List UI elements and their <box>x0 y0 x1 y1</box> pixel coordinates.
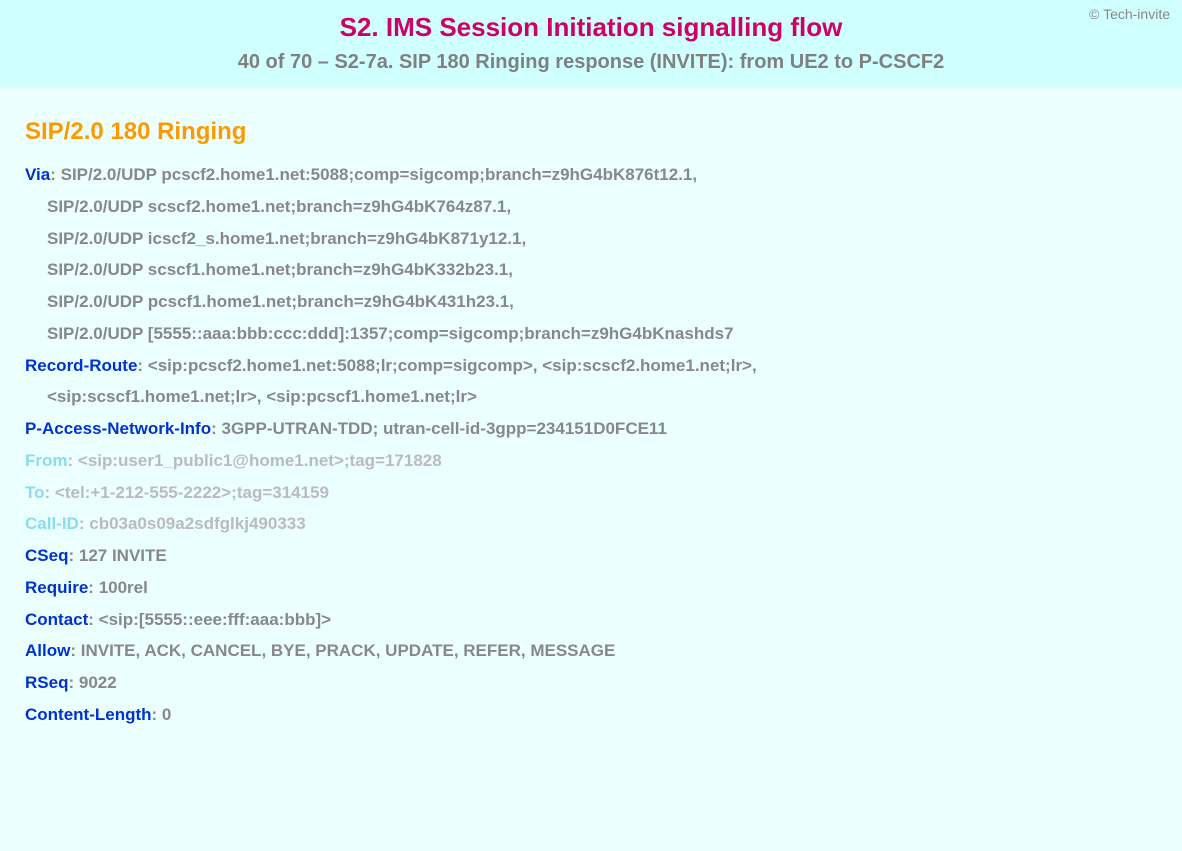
record-route-value-0: <sip:pcscf2.home1.net:5088;lr;comp=sigco… <box>148 356 757 375</box>
record-route-header-line: Record-Route: <sip:pcscf2.home1.net:5088… <box>25 351 1157 381</box>
cseq-header-name: CSeq <box>25 546 68 565</box>
record-route-continuation: <sip:scscf1.home1.net;lr>, <sip:pcscf1.h… <box>25 382 1157 412</box>
via-continuation: SIP/2.0/UDP pcscf1.home1.net;branch=z9hG… <box>25 287 1157 317</box>
via-value-5: SIP/2.0/UDP [5555::aaa:bbb:ccc:ddd]:1357… <box>47 324 734 343</box>
contact-header-line: Contact: <sip:[5555::eee:fff:aaa:bbb]> <box>25 605 1157 635</box>
allow-header-name: Allow <box>25 641 70 660</box>
copyright-text: © Tech-invite <box>1089 6 1170 22</box>
allow-header-line: Allow: INVITE, ACK, CANCEL, BYE, PRACK, … <box>25 636 1157 666</box>
via-value-0: SIP/2.0/UDP pcscf2.home1.net:5088;comp=s… <box>61 165 697 184</box>
via-continuation: SIP/2.0/UDP scscf2.home1.net;branch=z9hG… <box>25 192 1157 222</box>
contact-value: <sip:[5555::eee:fff:aaa:bbb]> <box>99 610 331 629</box>
via-header-name: Via <box>25 165 50 184</box>
to-header-line: To: <tel:+1-212-555-2222>;tag=314159 <box>25 478 1157 508</box>
call-id-header-name: Call-ID <box>25 514 79 533</box>
cseq-value: 127 INVITE <box>79 546 167 565</box>
call-id-value: cb03a0s09a2sdfglkj490333 <box>89 514 305 533</box>
title-main: S2. IMS Session Initiation signalling fl… <box>20 12 1162 43</box>
rseq-value: 9022 <box>79 673 117 692</box>
contact-header-name: Contact <box>25 610 88 629</box>
via-value-1: SIP/2.0/UDP scscf2.home1.net;branch=z9hG… <box>47 197 511 216</box>
via-header-line: Via: SIP/2.0/UDP pcscf2.home1.net:5088;c… <box>25 160 1157 190</box>
content-length-header-line: Content-Length: 0 <box>25 700 1157 730</box>
to-header-name: To <box>25 483 45 502</box>
to-value: <tel:+1-212-555-2222>;tag=314159 <box>55 483 329 502</box>
p-access-header-name: P-Access-Network-Info <box>25 419 211 438</box>
via-continuation: SIP/2.0/UDP icscf2_s.home1.net;branch=z9… <box>25 224 1157 254</box>
sip-content: SIP/2.0 180 Ringing Via: SIP/2.0/UDP pcs… <box>0 88 1182 752</box>
via-continuation: SIP/2.0/UDP [5555::aaa:bbb:ccc:ddd]:1357… <box>25 319 1157 349</box>
via-value-4: SIP/2.0/UDP pcscf1.home1.net;branch=z9hG… <box>47 292 514 311</box>
title-sub: 40 of 70 – S2-7a. SIP 180 Ringing respon… <box>20 51 1162 74</box>
rseq-header-line: RSeq: 9022 <box>25 668 1157 698</box>
rseq-header-name: RSeq <box>25 673 68 692</box>
from-value: <sip:user1_public1@home1.net>;tag=171828 <box>78 451 442 470</box>
via-continuation: SIP/2.0/UDP scscf1.home1.net;branch=z9hG… <box>25 255 1157 285</box>
via-value-3: SIP/2.0/UDP scscf1.home1.net;branch=z9hG… <box>47 260 513 279</box>
from-header-line: From: <sip:user1_public1@home1.net>;tag=… <box>25 446 1157 476</box>
call-id-header-line: Call-ID: cb03a0s09a2sdfglkj490333 <box>25 509 1157 539</box>
cseq-header-line: CSeq: 127 INVITE <box>25 541 1157 571</box>
record-route-header-name: Record-Route <box>25 356 137 375</box>
allow-value: INVITE, ACK, CANCEL, BYE, PRACK, UPDATE,… <box>81 641 616 660</box>
p-access-header-line: P-Access-Network-Info: 3GPP-UTRAN-TDD; u… <box>25 414 1157 444</box>
from-header-name: From <box>25 451 68 470</box>
via-value-2: SIP/2.0/UDP icscf2_s.home1.net;branch=z9… <box>47 229 526 248</box>
require-header-line: Require: 100rel <box>25 573 1157 603</box>
record-route-value-1: <sip:scscf1.home1.net;lr>, <sip:pcscf1.h… <box>47 387 477 406</box>
sip-status-line: SIP/2.0 180 Ringing <box>25 118 1157 146</box>
require-value: 100rel <box>99 578 148 597</box>
require-header-name: Require <box>25 578 88 597</box>
content-length-value: 0 <box>162 705 171 724</box>
header-banner: © Tech-invite S2. IMS Session Initiation… <box>0 0 1182 88</box>
content-length-header-name: Content-Length <box>25 705 152 724</box>
p-access-value: 3GPP-UTRAN-TDD; utran-cell-id-3gpp=23415… <box>222 419 667 438</box>
